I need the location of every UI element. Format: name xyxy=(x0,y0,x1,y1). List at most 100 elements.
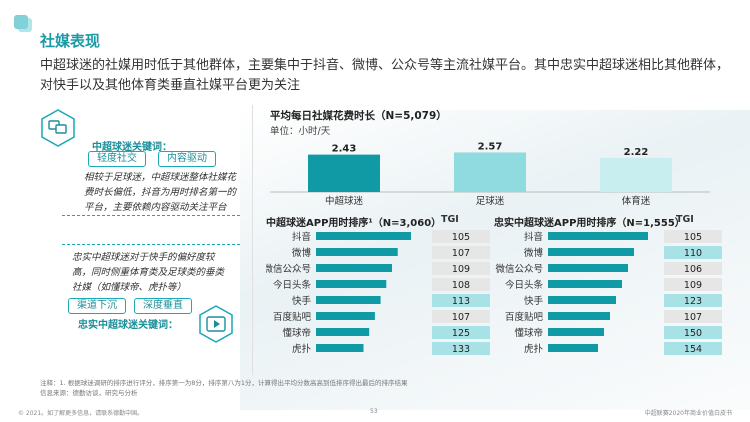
keyword-tag-content-driven: 内容驱动 xyxy=(158,151,216,167)
rank-left-bar-0 xyxy=(316,232,411,240)
rank-right-tgi-value-3: 109 xyxy=(684,280,702,291)
rank-left-label-6: 懂球帝 xyxy=(282,327,311,339)
rank-right-label-3: 今日头条 xyxy=(505,279,544,291)
rank-left-tgi-cell-0 xyxy=(432,230,490,243)
rank-right-tgi-value-7: 154 xyxy=(684,344,702,355)
rank-right-tgi-value-0: 105 xyxy=(684,232,702,243)
keyword-desc-2: 忠实中超球迷对于快手的偏好度较高，同时侧重体育类及足球类的垂类社媒（如懂球帝、虎… xyxy=(72,252,225,293)
rank-left-label-3: 今日头条 xyxy=(273,279,312,291)
rank-left-tgi-value-0: 105 xyxy=(452,232,470,243)
rank-left-tgi-value-5: 107 xyxy=(452,312,470,323)
footer-copyright: © 2021。如了解更多信息，请联系德勤中国。 xyxy=(18,410,144,417)
footnote-line-2: 信息来源：德勤访谈，研究与分析 xyxy=(40,389,138,397)
rank-left-label-7: 虎扑 xyxy=(292,343,312,355)
rank-right-tgi-cell-5 xyxy=(664,310,722,323)
rank-right-tgi-value-2: 106 xyxy=(684,264,702,275)
rank-left-bar-5 xyxy=(316,312,375,320)
keyword-tag-deep-vertical: 深度垂直 xyxy=(134,298,192,314)
brand-logo-icon xyxy=(14,15,32,32)
rank-left-tgi-cell-6 xyxy=(432,326,490,339)
footer-report-title: 中超联赛2020年商业价值白皮书 xyxy=(644,410,732,417)
rank-right-label-5: 百度贴吧 xyxy=(505,311,544,323)
rank-right-bar-0 xyxy=(548,232,648,240)
top-bar-value-1: 2.57 xyxy=(478,141,503,152)
rank-right-tgi-value-4: 123 xyxy=(684,296,702,307)
rank-right-bar-5 xyxy=(548,312,610,320)
rank-right-tgi-cell-3 xyxy=(664,278,722,291)
rank-left-tgi-value-2: 109 xyxy=(452,264,470,275)
rank-left-tgi-cell-5 xyxy=(432,310,490,323)
rank-right-tgi-cell-6 xyxy=(664,326,722,339)
avg-time-bar-chart: 2.43 中超球迷 2.57 足球迷 2.22 体育迷 xyxy=(270,141,710,206)
rank-left-tgi-cell-3 xyxy=(432,278,490,291)
rank-left-tgi-value-1: 107 xyxy=(452,248,470,259)
panel-divider xyxy=(252,105,253,375)
rank-right-title: 忠实中超球迷APP用时排序（N=1,555） xyxy=(494,218,685,229)
rank-right-label-0: 抖音 xyxy=(524,231,543,243)
keyword-desc-1: 相较于足球迷，中超球迷整体社媒花费时长偏低，抖音为用时排名第一的平台，主要依赖内… xyxy=(84,172,237,213)
rank-right-tgi-cell-0 xyxy=(664,230,722,243)
rank-left-tgi-value-6: 125 xyxy=(452,328,470,339)
rank-left-bar-6 xyxy=(316,328,370,336)
chat-bubbles-icon xyxy=(41,109,75,147)
rank-left-tgi-value-7: 133 xyxy=(452,344,470,355)
rank-right-chart: 抖音 105 微博 110 微信公众号 106 今日头条 109 快手 123 百度贴吧 107 懂球帝… xyxy=(495,230,722,355)
footer-page-number: 53 xyxy=(370,408,378,415)
keyword-title-2: 忠实中超球迷关键词： xyxy=(78,320,178,331)
rank-left-tgi-cell-7 xyxy=(432,342,490,355)
rank-left-chart: 抖音 105 微博 107 微信公众号 109 今日头条 108 快手 113 百度贴吧 107 懂球帝… xyxy=(266,230,490,355)
top-bar-label-2: 体育迷 xyxy=(622,195,651,206)
video-play-icon xyxy=(199,305,233,343)
rank-right-tgi-cell-1 xyxy=(664,246,722,259)
rank-left-tgi-value-4: 113 xyxy=(452,296,470,307)
top-bar-label-0: 中超球迷 xyxy=(325,195,364,206)
rank-left-tgi-header: TGI xyxy=(441,214,459,225)
top-bar-2 xyxy=(600,157,672,192)
keyword-title-1: 中超球迷关键词： xyxy=(92,142,172,153)
rank-right-bar-1 xyxy=(548,248,634,256)
rank-right-tgi-cell-7 xyxy=(664,342,722,355)
rank-right-tgi-header: TGI xyxy=(676,214,694,225)
rank-left-label-2: 微信公众号 xyxy=(266,263,311,275)
keyword-box-1 xyxy=(62,118,240,216)
rank-right-label-4: 快手 xyxy=(524,295,544,307)
rank-left-label-5: 百度贴吧 xyxy=(273,311,312,323)
top-chart-title: 平均每日社媒花费时长（N=5,079） xyxy=(270,110,447,122)
rank-right-bar-6 xyxy=(548,328,604,336)
rank-right-label-7: 虎扑 xyxy=(524,343,544,355)
top-bar-1 xyxy=(454,152,526,192)
rank-right-tgi-value-1: 110 xyxy=(684,248,702,259)
rank-left-label-1: 微博 xyxy=(292,247,312,259)
keyword-box-2 xyxy=(62,244,240,324)
keyword-tag-light-social: 轻度社交 xyxy=(88,151,146,167)
rank-left-title: 中超球迷APP用时排序¹（N=3,060） xyxy=(266,218,442,229)
page-subtitle: 中超球迷的社媒用时低于其他群体，主要集中于抖音、微博、公众号等主流社媒平台。其中… xyxy=(40,58,730,93)
rank-right-bar-7 xyxy=(548,344,598,352)
rank-left-tgi-cell-2 xyxy=(432,262,490,275)
rank-left-bar-3 xyxy=(316,280,387,288)
top-bar-label-1: 足球迷 xyxy=(476,195,505,206)
top-bar-value-2: 2.22 xyxy=(624,147,649,158)
rank-left-label-4: 快手 xyxy=(292,295,312,307)
keyword-tag-channel-sinking: 渠道下沉 xyxy=(68,298,126,314)
rank-right-bar-3 xyxy=(548,280,622,288)
rank-right-tgi-cell-4 xyxy=(664,294,722,307)
top-bar-value-0: 2.43 xyxy=(332,144,357,155)
rank-right-label-2: 微信公众号 xyxy=(495,263,543,275)
rank-left-tgi-cell-4 xyxy=(432,294,490,307)
page-title: 社媒表现 xyxy=(40,32,101,50)
rank-right-bar-4 xyxy=(548,296,616,304)
rank-left-tgi-value-3: 108 xyxy=(452,280,470,291)
rank-left-bar-2 xyxy=(316,264,392,272)
footnote-line-1: 注释：1. 根据球迷调研的排序进行评分，排序第一为8分，排序第八为1分，计算得出… xyxy=(40,379,408,387)
rank-right-tgi-value-5: 107 xyxy=(684,312,702,323)
rank-right-bar-2 xyxy=(548,264,628,272)
top-chart-unit: 单位：小时/天 xyxy=(270,126,331,137)
rank-right-label-1: 微博 xyxy=(524,247,544,259)
rank-left-bar-4 xyxy=(316,296,381,304)
rank-right-label-6: 懂球帝 xyxy=(514,327,543,339)
top-bar-0 xyxy=(308,154,380,192)
footnote: 注释：1. 根据球迷调研的排序进行评分，排序第一为8分，排序第八为1分，计算得出… xyxy=(40,378,730,398)
rank-left-label-0: 抖音 xyxy=(292,231,311,243)
rank-left-bar-7 xyxy=(316,344,364,352)
